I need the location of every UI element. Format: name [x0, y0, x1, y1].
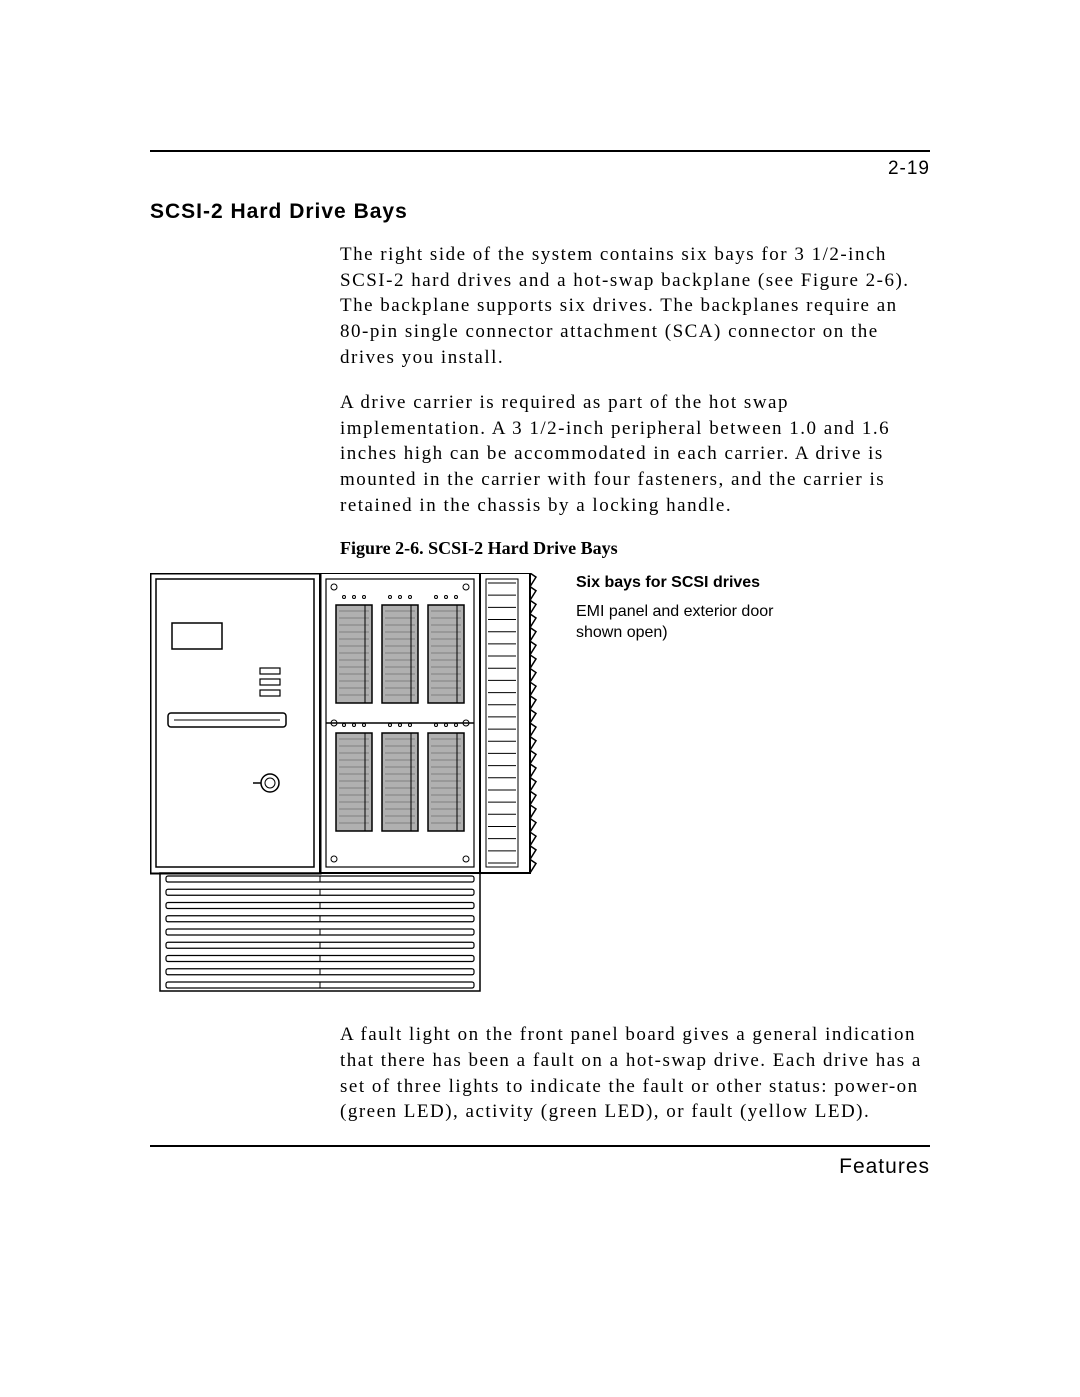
page-number: 2-19: [150, 158, 930, 180]
top-rule: [150, 150, 930, 152]
figure-diagram: [150, 573, 560, 998]
footer-label: Features: [150, 1155, 930, 1179]
figure-row: Six bays for SCSI drives EMI panel and e…: [150, 573, 930, 998]
page-content: 2-19 SCSI-2 Hard Drive Bays The right si…: [150, 150, 930, 1179]
paragraph-2: A drive carrier is required as part of t…: [340, 390, 930, 518]
callout-title: Six bays for SCSI drives: [576, 573, 786, 594]
callout-subtext: EMI panel and exterior door shown open): [576, 602, 786, 644]
figure-callout: Six bays for SCSI drives EMI panel and e…: [576, 573, 786, 643]
paragraph-3: A fault light on the front panel board g…: [340, 1022, 930, 1125]
paragraph-1: The right side of the system contains si…: [340, 242, 930, 370]
section-heading: SCSI-2 Hard Drive Bays: [150, 200, 930, 224]
body-block-1: The right side of the system contains si…: [340, 242, 930, 559]
figure-caption: Figure 2-6. SCSI-2 Hard Drive Bays: [340, 538, 930, 559]
bottom-rule: [150, 1145, 930, 1147]
body-block-2: A fault light on the front panel board g…: [340, 1022, 930, 1125]
